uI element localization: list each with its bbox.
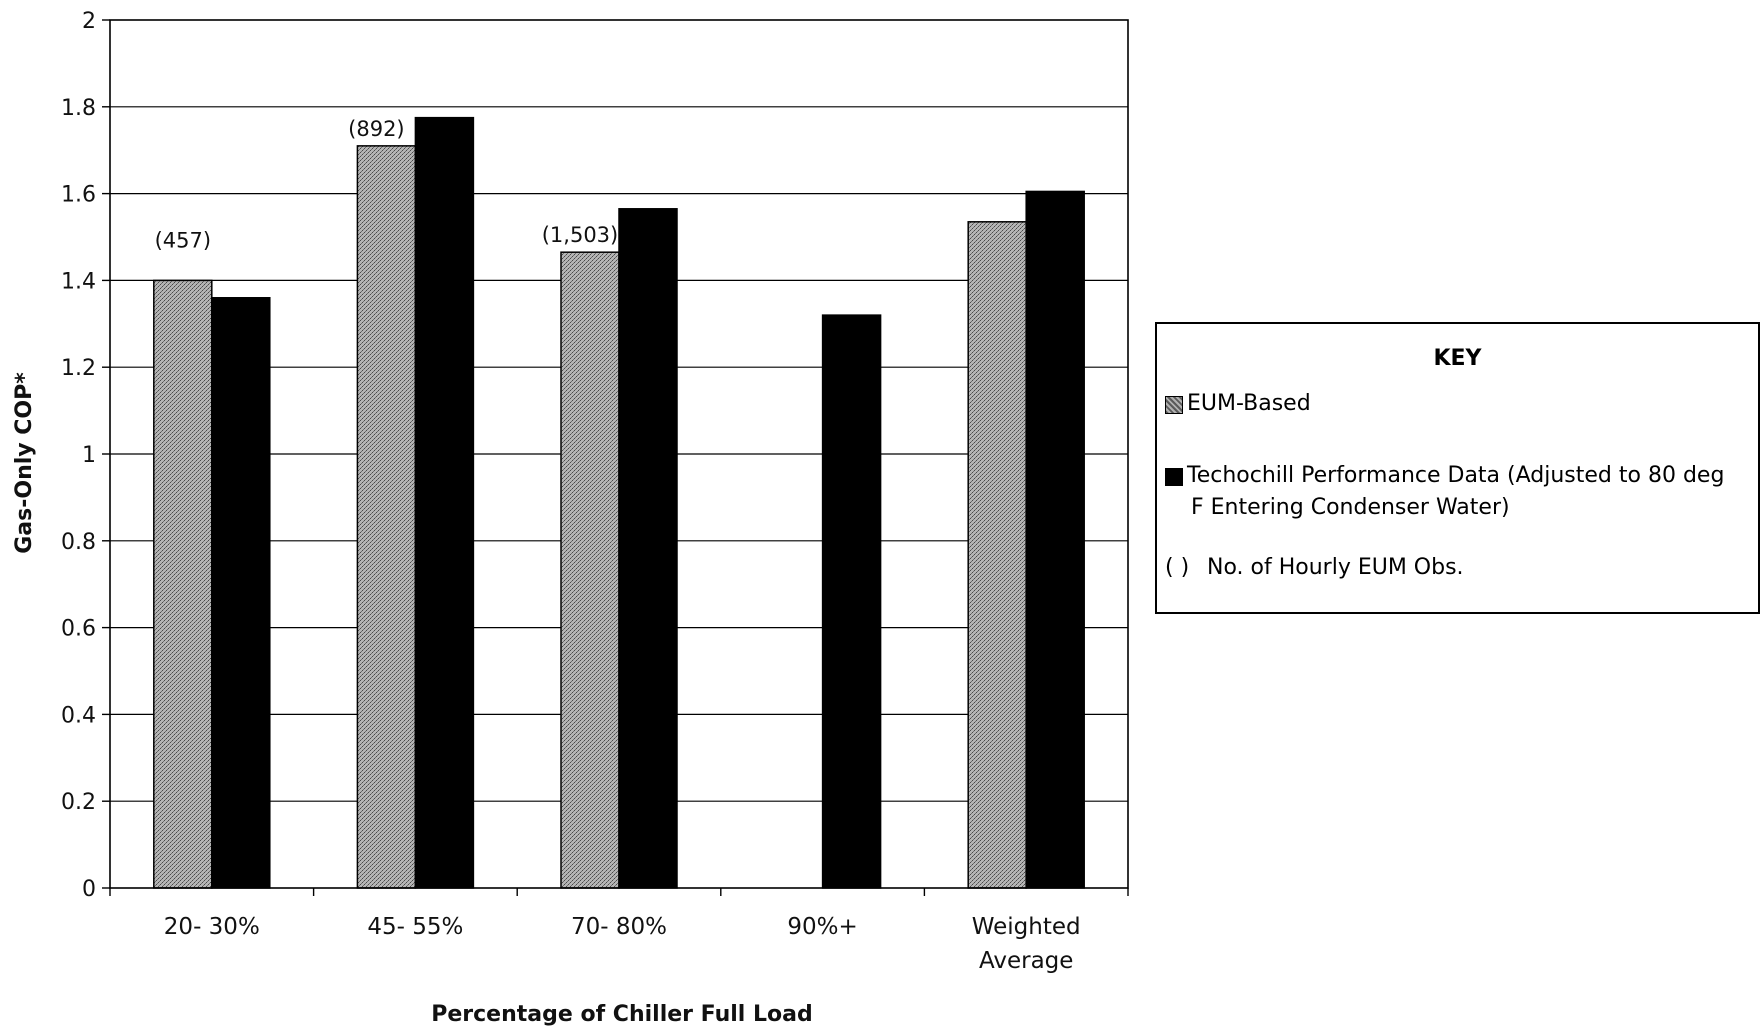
legend-label: EUM-Based xyxy=(1187,391,1311,416)
x-tick-label: 45- 55% xyxy=(367,914,463,940)
bar-techochill-4 xyxy=(1025,190,1085,889)
y-axis-title: Gas-Only COP* xyxy=(12,372,37,554)
y-tick-label: 1 xyxy=(82,443,96,468)
y-tick-label: 1.8 xyxy=(61,96,96,121)
gray-square-icon xyxy=(1165,396,1183,414)
bar-techochill-1 xyxy=(414,116,475,889)
legend-item-observations: ( ) No. of Hourly EUM Obs. xyxy=(1165,552,1748,584)
x-tick-label: Average xyxy=(979,948,1073,974)
y-tick-label: 2 xyxy=(82,9,96,34)
legend-label: No. of Hourly EUM Obs. xyxy=(1207,555,1464,580)
bar-techochill-3 xyxy=(821,314,882,889)
bar-techochill-0 xyxy=(211,297,271,889)
bars xyxy=(153,116,1085,889)
legend-label-line2: F Entering Condenser Water) xyxy=(1191,495,1510,520)
labels: 0 0.2 0.4 0.6 0.8 1 1.2 1.4 1.6 1.8 2 20- 30% (457) 4… xyxy=(61,9,1081,974)
y-tick-label: 0 xyxy=(82,877,96,902)
legend-paren: ( ) xyxy=(1165,555,1190,580)
y-tick-label: 0.4 xyxy=(61,703,96,728)
bar-techochill-2 xyxy=(618,208,678,889)
legend-title: KEY xyxy=(1433,346,1482,371)
legend-item-techochill: Techochill Performance Data (Adjusted to… xyxy=(1165,460,1748,524)
legend: KEY EUM-Based Techochill Performance Dat… xyxy=(1155,322,1760,614)
bar-eum-based-0 xyxy=(153,279,213,889)
black-square-icon xyxy=(1165,468,1183,486)
legend-item-eum-based: EUM-Based xyxy=(1165,388,1748,420)
bar-eum-based-2 xyxy=(560,251,620,889)
legend-label: Techochill Performance Data (Adjusted to… xyxy=(1187,460,1724,524)
y-tick-label: 0.6 xyxy=(61,617,96,642)
x-tick-label: 70- 80% xyxy=(571,914,667,940)
obs-count-label: (457) xyxy=(155,228,211,252)
y-tick-label: 1.6 xyxy=(61,183,96,208)
bar-eum-based-1 xyxy=(356,145,417,889)
y-tick-label: 0.8 xyxy=(61,530,96,555)
obs-count-label: (892) xyxy=(348,117,404,141)
x-axis-title: Percentage of Chiller Full Load xyxy=(431,1002,812,1027)
legend-label-line1: Techochill Performance Data (Adjusted to… xyxy=(1187,463,1725,488)
x-tick-label: 90%+ xyxy=(787,914,857,940)
x-tick-label: Weighted xyxy=(972,914,1081,940)
obs-count-label: (1,503) xyxy=(542,223,619,247)
y-tick-label: 1.4 xyxy=(61,269,96,294)
bar-eum-based-4 xyxy=(967,221,1027,889)
x-tick-label: 20- 30% xyxy=(164,914,260,940)
y-tick-label: 1.2 xyxy=(61,356,96,381)
y-tick-label: 0.2 xyxy=(61,790,96,815)
axes xyxy=(102,19,1129,896)
